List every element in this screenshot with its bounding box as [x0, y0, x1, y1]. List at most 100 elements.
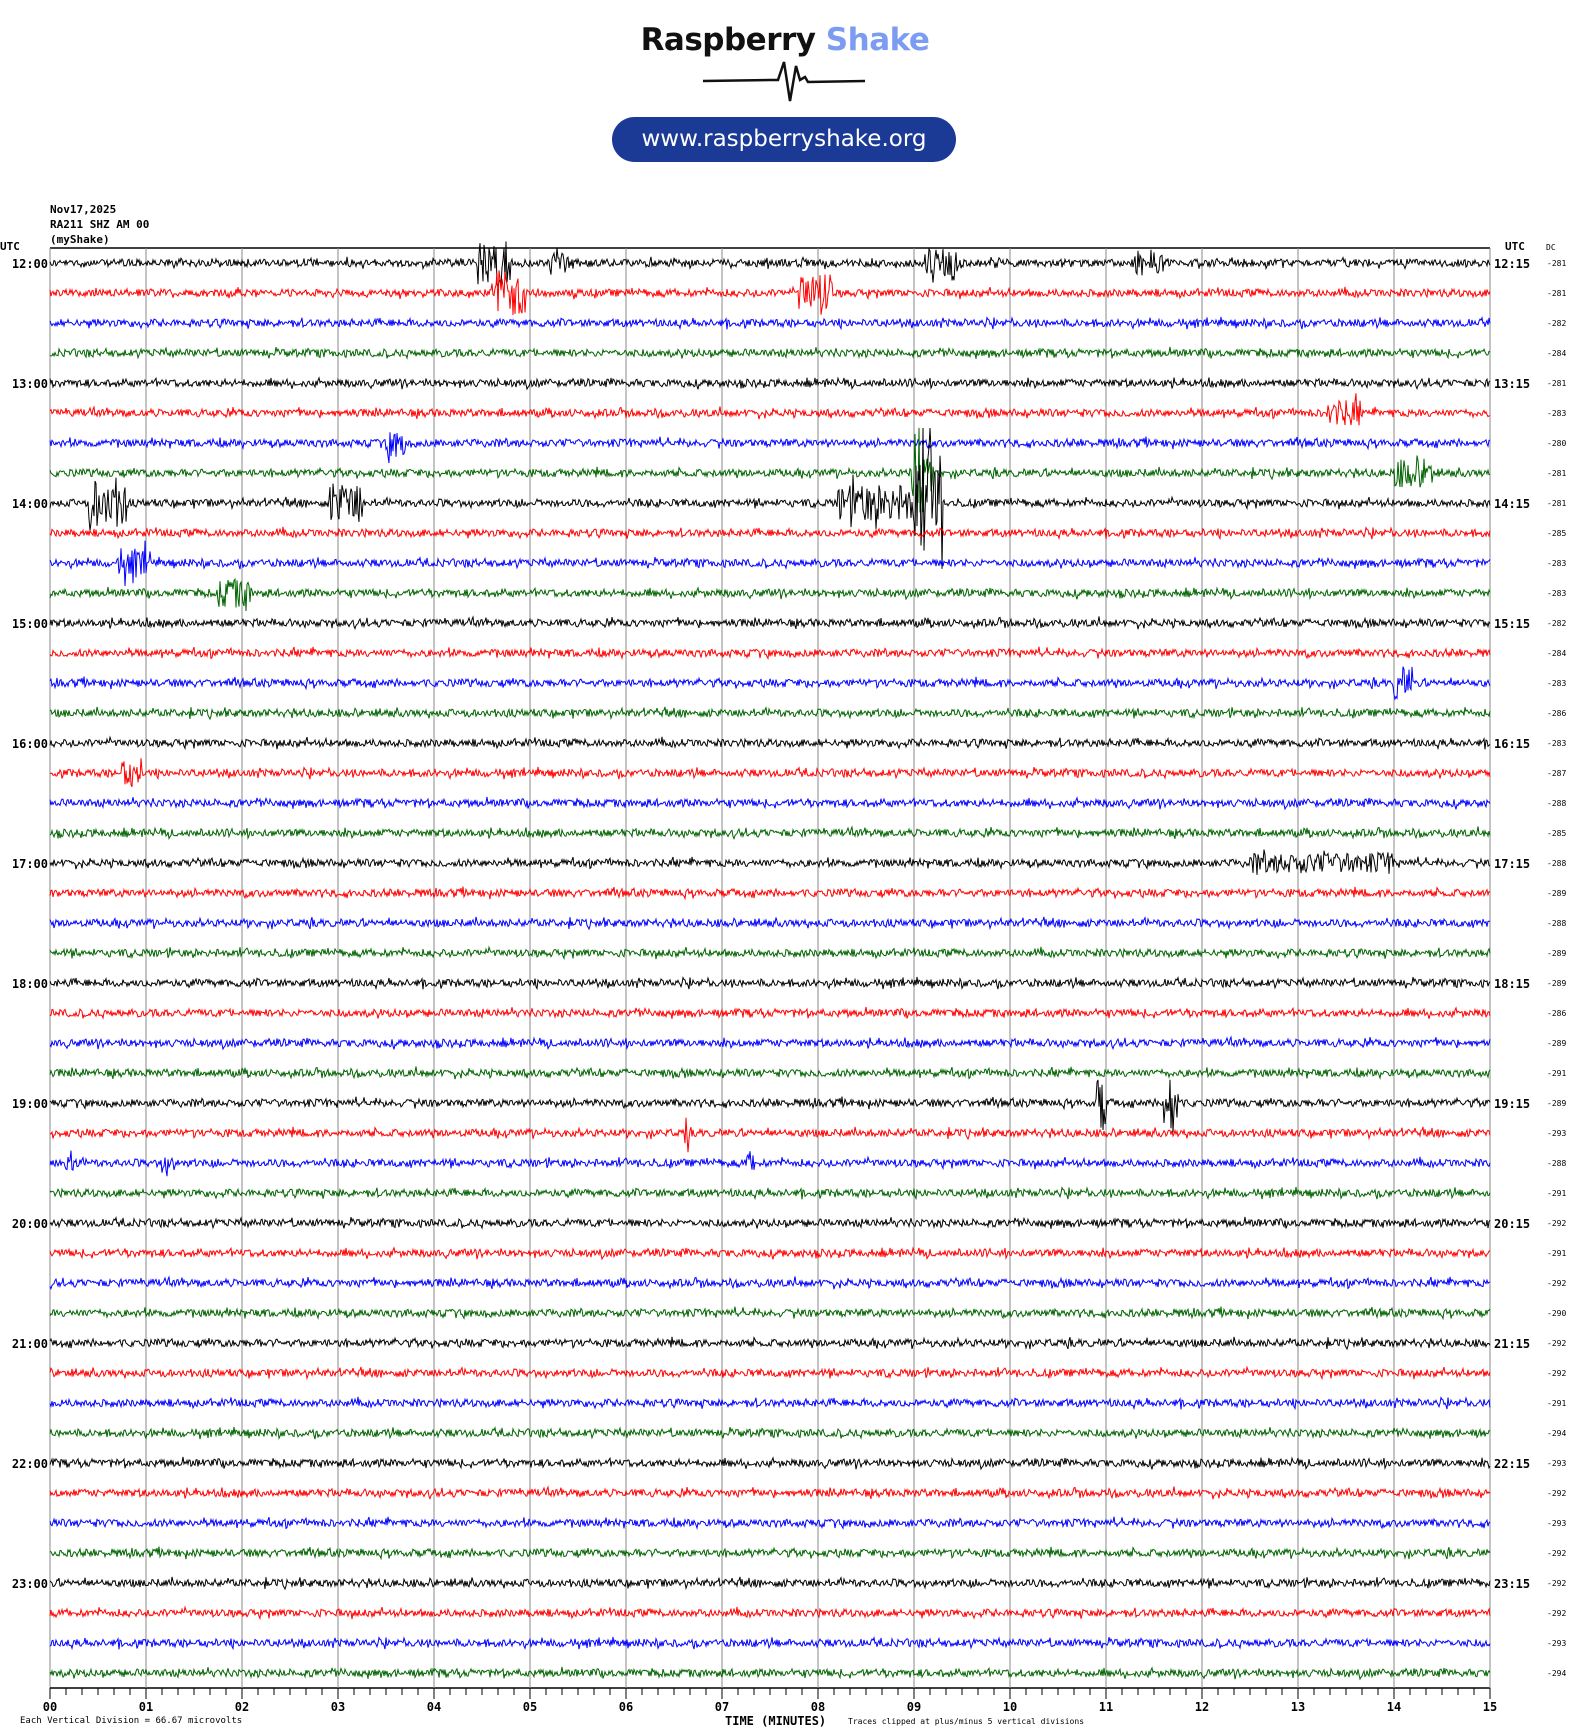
x-tick-label: 13: [1291, 1700, 1305, 1714]
dc-value: -293: [1547, 1639, 1566, 1648]
dc-value: -293: [1547, 1129, 1566, 1138]
right-hour-label: 15:15: [1494, 617, 1530, 631]
dc-value: -293: [1547, 1459, 1566, 1468]
left-hour-label: 13:00: [12, 377, 48, 391]
dc-value: -288: [1547, 799, 1566, 808]
trace-line: [49, 1066, 1491, 1080]
trace-line: [49, 1485, 1491, 1501]
trace-line: [49, 1275, 1491, 1291]
trace-line: [49, 1035, 1491, 1051]
x-tick-label: 14: [1387, 1700, 1401, 1714]
trace-line: [49, 1605, 1491, 1621]
trace-line: [49, 1365, 1491, 1381]
trace-line: [49, 270, 1491, 316]
dc-value: -291: [1547, 1069, 1566, 1078]
right-hour-label: 14:15: [1494, 497, 1530, 511]
trace-line: [49, 1456, 1491, 1471]
trace-line: [49, 1216, 1491, 1230]
trace-line: [49, 945, 1491, 961]
dc-value: -287: [1547, 769, 1566, 778]
x-tick-label: 01: [139, 1700, 153, 1714]
dc-value: -281: [1547, 499, 1566, 508]
trace-line: [49, 646, 1491, 660]
logo-text-dark: Raspberry: [640, 22, 816, 58]
trace-line: [49, 526, 1491, 541]
dc-value: -292: [1547, 1549, 1566, 1558]
dc-value: -294: [1547, 1669, 1566, 1678]
trace-line: [49, 316, 1491, 331]
dc-value: -286: [1547, 1009, 1566, 1018]
dc-value: -289: [1547, 1039, 1566, 1048]
scale-note: Each Vertical Division = 66.67 microvolt…: [20, 1716, 243, 1726]
trace-line: [49, 1117, 1491, 1153]
x-tick-label: 12: [1195, 1700, 1209, 1714]
dc-value: -292: [1547, 1609, 1566, 1618]
trace-line: [49, 886, 1491, 901]
right-hour-label: 17:15: [1494, 857, 1530, 871]
dc-value: -282: [1547, 619, 1566, 628]
right-hour-label: 12:15: [1494, 257, 1530, 271]
right-hour-label: 16:15: [1494, 737, 1530, 751]
dc-value: -291: [1547, 1189, 1566, 1198]
trace-line: [49, 735, 1491, 751]
dc-value: -293: [1547, 1519, 1566, 1528]
dc-value: -292: [1547, 1579, 1566, 1588]
left-hour-label: 16:00: [12, 737, 48, 751]
website-link[interactable]: www.raspberryshake.org: [612, 117, 956, 162]
left-hour-label: 14:00: [12, 497, 48, 511]
dc-value: -289: [1547, 889, 1566, 898]
x-tick-label: 00: [43, 1700, 57, 1714]
dc-value: -284: [1547, 349, 1566, 358]
raspberry-shake-logo: Raspberry Shake: [0, 22, 1570, 58]
trace-line: [49, 1150, 1491, 1177]
trace-line: [49, 1576, 1491, 1591]
trace-line: [49, 1396, 1491, 1411]
dc-value: -288: [1547, 919, 1566, 928]
trace-line: [49, 1006, 1491, 1020]
dc-header: DC: [1546, 243, 1556, 252]
x-tick-label: 02: [235, 1700, 249, 1714]
dc-value: -288: [1547, 859, 1566, 868]
trace-line: [49, 1306, 1491, 1321]
dc-value: -294: [1547, 1429, 1566, 1438]
trace-line: [49, 540, 1491, 587]
trace-line: [49, 241, 1491, 287]
x-axis-title: TIME (MINUTES): [725, 1714, 827, 1728]
trace-line: [49, 976, 1491, 991]
x-tick-label: 11: [1099, 1700, 1113, 1714]
right-hour-label: 19:15: [1494, 1097, 1530, 1111]
dc-value: -283: [1547, 559, 1566, 568]
dc-value: -280: [1547, 439, 1566, 448]
left-hour-label: 17:00: [12, 857, 48, 871]
left-hour-label: 12:00: [12, 257, 48, 271]
dc-value: -289: [1547, 949, 1566, 958]
left-hour-label: 15:00: [12, 617, 48, 631]
trace-line: [49, 1666, 1491, 1681]
left-hour-label: 22:00: [12, 1457, 48, 1471]
dc-value: -283: [1547, 739, 1566, 748]
dc-value: -282: [1547, 319, 1566, 328]
trace-line: [49, 615, 1491, 631]
trace-line: [49, 916, 1491, 931]
trace-line: [49, 432, 1491, 464]
dc-value: -290: [1547, 1309, 1566, 1318]
dc-value: -284: [1547, 649, 1566, 658]
trace-line: [49, 346, 1491, 360]
trace-line: [49, 1186, 1491, 1201]
dc-value: -289: [1547, 1099, 1566, 1108]
x-tick-label: 09: [907, 1700, 921, 1714]
trace-line: [49, 427, 1491, 513]
left-hour-label: 23:00: [12, 1577, 48, 1591]
right-utc-header: UTC: [1505, 240, 1525, 253]
trace-line: [49, 1336, 1491, 1351]
right-hour-label: 20:15: [1494, 1217, 1530, 1231]
dc-value: -283: [1547, 589, 1566, 598]
left-hour-label: 18:00: [12, 977, 48, 991]
x-tick-label: 05: [523, 1700, 537, 1714]
dc-value: -281: [1547, 379, 1566, 388]
dc-value: -288: [1547, 1159, 1566, 1168]
trace-line: [49, 666, 1491, 701]
trace-line: [49, 1426, 1491, 1440]
trace-line: [49, 1516, 1491, 1530]
x-tick-label: 15: [1483, 1700, 1497, 1714]
